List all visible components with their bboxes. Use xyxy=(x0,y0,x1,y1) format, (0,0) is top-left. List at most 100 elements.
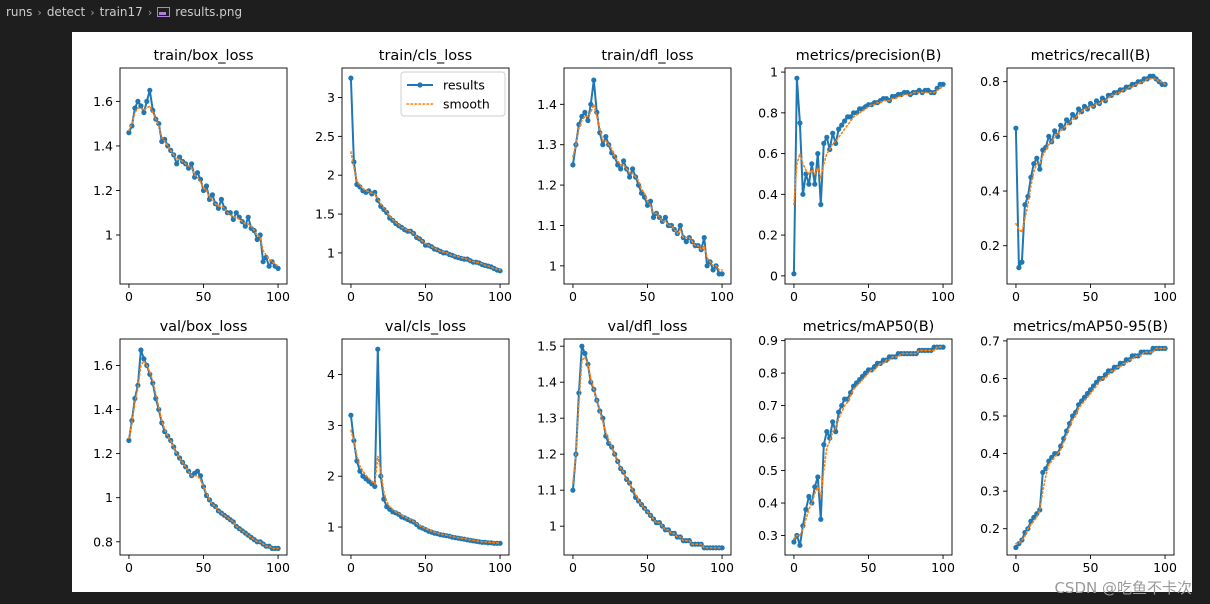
results-point xyxy=(147,87,153,93)
smooth-series-line xyxy=(1015,78,1166,234)
x-tick-label: 100 xyxy=(488,289,512,304)
x-tick-label: 100 xyxy=(266,560,290,575)
results-point xyxy=(621,158,627,164)
results-point xyxy=(791,539,797,545)
legend-box xyxy=(400,71,506,117)
results-point xyxy=(177,154,183,160)
results-point xyxy=(818,516,824,522)
y-tick-label: 1 xyxy=(549,258,557,273)
results-point xyxy=(809,161,815,167)
x-tick-label: 50 xyxy=(196,560,212,575)
results-point xyxy=(1013,125,1019,131)
results-point xyxy=(836,409,842,415)
results-point xyxy=(141,109,147,116)
y-tick-label: 2.5 xyxy=(315,129,335,144)
results-point xyxy=(618,166,624,172)
results-point xyxy=(821,442,827,448)
x-tick-label: 50 xyxy=(196,289,212,304)
results-point xyxy=(848,114,854,120)
results-point xyxy=(842,118,848,124)
results-point xyxy=(254,236,260,243)
y-tick-label: 1.4 xyxy=(93,402,113,417)
results-point xyxy=(597,130,603,136)
results-point xyxy=(677,222,683,229)
results-point xyxy=(230,216,236,222)
smooth-series-line xyxy=(572,355,723,549)
results-point xyxy=(940,344,946,350)
results-point xyxy=(815,474,821,480)
subplot-title: val/dfl_loss xyxy=(608,319,688,335)
y-tick-label: 1 xyxy=(549,519,557,534)
smooth-series-line xyxy=(1015,347,1166,545)
subplot-3: train/dfl_loss 0 50 100 1 1.1 1.2 1.3 1.4 xyxy=(537,48,734,304)
results-point xyxy=(591,77,597,83)
x-tick-label: 50 xyxy=(418,289,434,304)
results-point xyxy=(132,395,138,402)
breadcrumb-item-runs[interactable]: runs xyxy=(6,5,33,19)
results-point xyxy=(719,271,725,277)
x-tick-label: 0 xyxy=(125,289,133,304)
subplot-title: train/dfl_loss xyxy=(601,48,693,64)
x-tick-label: 100 xyxy=(710,560,734,575)
y-tick-label: 3 xyxy=(327,90,335,105)
subplot-1: train/box_loss 0 50 100 1 1.2 1.4 1.6 xyxy=(93,48,290,304)
results-point xyxy=(1052,128,1058,134)
results-point xyxy=(260,259,266,265)
x-tick-label: 50 xyxy=(861,289,877,304)
results-point xyxy=(197,176,204,182)
x-tick-label: 100 xyxy=(488,560,512,575)
results-point xyxy=(381,496,387,502)
results-point xyxy=(242,223,248,229)
y-tick-label: 0.6 xyxy=(980,371,1000,386)
results-point xyxy=(263,254,269,260)
results-point xyxy=(1031,161,1037,167)
results-point xyxy=(194,170,201,176)
results-point xyxy=(800,191,806,197)
y-tick-label: 0.4 xyxy=(980,446,1000,461)
results-point xyxy=(701,235,707,241)
subplot-6: val/box_loss 0 50 100 0.8 1 1.2 1.4 1.6 xyxy=(93,319,290,575)
results-point xyxy=(630,166,636,172)
subplot-title: val/box_loss xyxy=(160,319,248,335)
results-point xyxy=(839,403,845,409)
results-point xyxy=(348,412,354,418)
subplot-10: metrics/mAP50-95(B) 0 50 100 0.2 0.3 0.4 0.5 0.6… xyxy=(980,319,1177,575)
results-point xyxy=(839,122,845,128)
subplot-title: metrics/mAP50-95(B) xyxy=(1013,319,1168,335)
results-point xyxy=(1037,166,1043,172)
y-tick-label: 1.2 xyxy=(93,183,113,198)
results-point xyxy=(351,438,357,444)
y-tick-label: 1.4 xyxy=(537,97,557,112)
y-tick-label: 0.2 xyxy=(980,521,1000,536)
results-image: train/box_loss 0 50 100 1 1.2 1.4 1.6 train/cls_… xyxy=(72,32,1192,592)
y-tick-label: 0.2 xyxy=(980,238,1000,253)
y-tick-label: 1.2 xyxy=(93,446,113,461)
breadcrumb-item-train17[interactable]: train17 xyxy=(99,5,143,19)
subplot-title: metrics/recall(B) xyxy=(1031,48,1151,64)
legend-smooth-label: smooth xyxy=(443,97,490,112)
y-tick-label: 1.1 xyxy=(537,483,557,498)
breadcrumb-item-file[interactable]: results.png xyxy=(175,5,243,19)
y-tick-label: 1.4 xyxy=(537,375,557,390)
x-tick-label: 100 xyxy=(710,289,734,304)
y-tick-label: 1.6 xyxy=(93,94,113,109)
results-point xyxy=(806,181,812,187)
results-point xyxy=(582,350,588,356)
breadcrumb-item-detect[interactable]: detect xyxy=(46,5,86,19)
axes-frame xyxy=(341,338,510,556)
y-tick-label: 1 xyxy=(770,65,778,80)
y-tick-label: 0.8 xyxy=(758,366,778,381)
smooth-series-line xyxy=(350,151,501,271)
y-tick-label: 0.4 xyxy=(980,184,1000,199)
y-tick-label: 1.1 xyxy=(537,218,557,233)
y-tick-label: 1.3 xyxy=(537,411,557,426)
results-point xyxy=(1046,133,1052,139)
results-point xyxy=(940,81,946,87)
subplot-title: metrics/precision(B) xyxy=(796,48,942,64)
subplot-title: val/cls_loss xyxy=(385,319,466,335)
results-point xyxy=(650,214,657,220)
results-series-line xyxy=(792,346,944,547)
results-point xyxy=(824,429,830,435)
y-tick-label: 4 xyxy=(327,367,335,382)
subplot-title: metrics/mAP50(B) xyxy=(803,319,935,335)
